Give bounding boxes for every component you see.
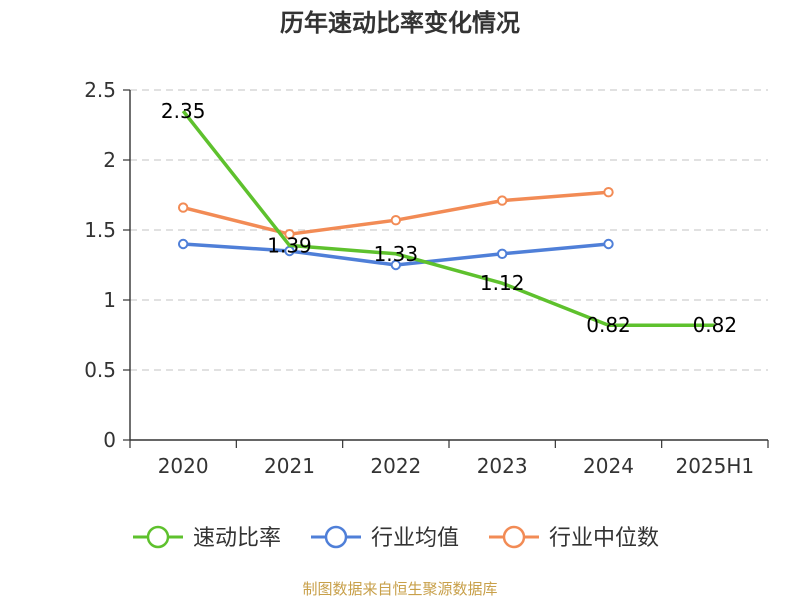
data-label: 1.33	[374, 242, 419, 266]
x-tick-label: 2020	[158, 454, 209, 478]
y-tick-label: 2.5	[84, 78, 116, 102]
x-tick-label: 2024	[583, 454, 634, 478]
legend-item[interactable]: 行业均值	[311, 525, 459, 551]
series-point-2	[496, 195, 508, 206]
legend-marker	[324, 525, 348, 549]
data-labels: 2.35 1.39 1.33 1.12 0.82 0.82	[161, 99, 737, 337]
y-tick-label: 0	[103, 428, 116, 452]
axes: 0 0.5 1 1.5 2 2.5 2020 2021 2022 2023 2024 2025H1	[84, 78, 769, 478]
legend-marker	[146, 525, 170, 549]
series-line-2	[182, 190, 609, 236]
series-point-2	[177, 202, 189, 213]
series-point-2	[390, 215, 402, 226]
legend[interactable]: 速动比率 行业均值 行业中位数	[133, 525, 659, 551]
legend-label: 行业均值	[371, 526, 459, 551]
series-point-1	[177, 238, 189, 250]
data-label: 0.82	[586, 313, 631, 337]
y-tick-label: 0.5	[84, 358, 116, 382]
y-tick-label: 2	[103, 148, 116, 172]
x-tick-label: 2021	[264, 454, 315, 478]
series-point-1	[496, 248, 508, 260]
source-note: 制图数据来自恒生聚源数据库	[302, 580, 497, 598]
data-label: 2.35	[161, 99, 206, 123]
data-label: 0.82	[693, 313, 738, 337]
data-label: 1.12	[480, 271, 525, 295]
legend-label: 速动比率	[193, 526, 281, 551]
x-tick-label: 2025H1	[675, 454, 754, 478]
y-tick-label: 1	[103, 288, 116, 312]
data-label: 1.39	[267, 233, 312, 257]
legend-item[interactable]: 行业中位数	[489, 525, 659, 551]
series-line-0	[181, 109, 715, 327]
legend-item[interactable]: 速动比率	[133, 525, 281, 551]
series-point-1	[603, 238, 614, 250]
x-tick-label: 2022	[370, 454, 421, 478]
x-tick-label: 2023	[477, 454, 528, 478]
series-point-2	[284, 229, 295, 240]
series-group	[177, 109, 715, 327]
y-tick-label: 1.5	[84, 218, 116, 242]
legend-label: 行业中位数	[549, 526, 659, 551]
grid	[130, 89, 768, 371]
legend-marker	[502, 525, 526, 549]
series-point-1	[390, 259, 402, 271]
chart-title: 历年速动比率变化情况	[280, 9, 520, 37]
series-point-2	[603, 187, 614, 198]
